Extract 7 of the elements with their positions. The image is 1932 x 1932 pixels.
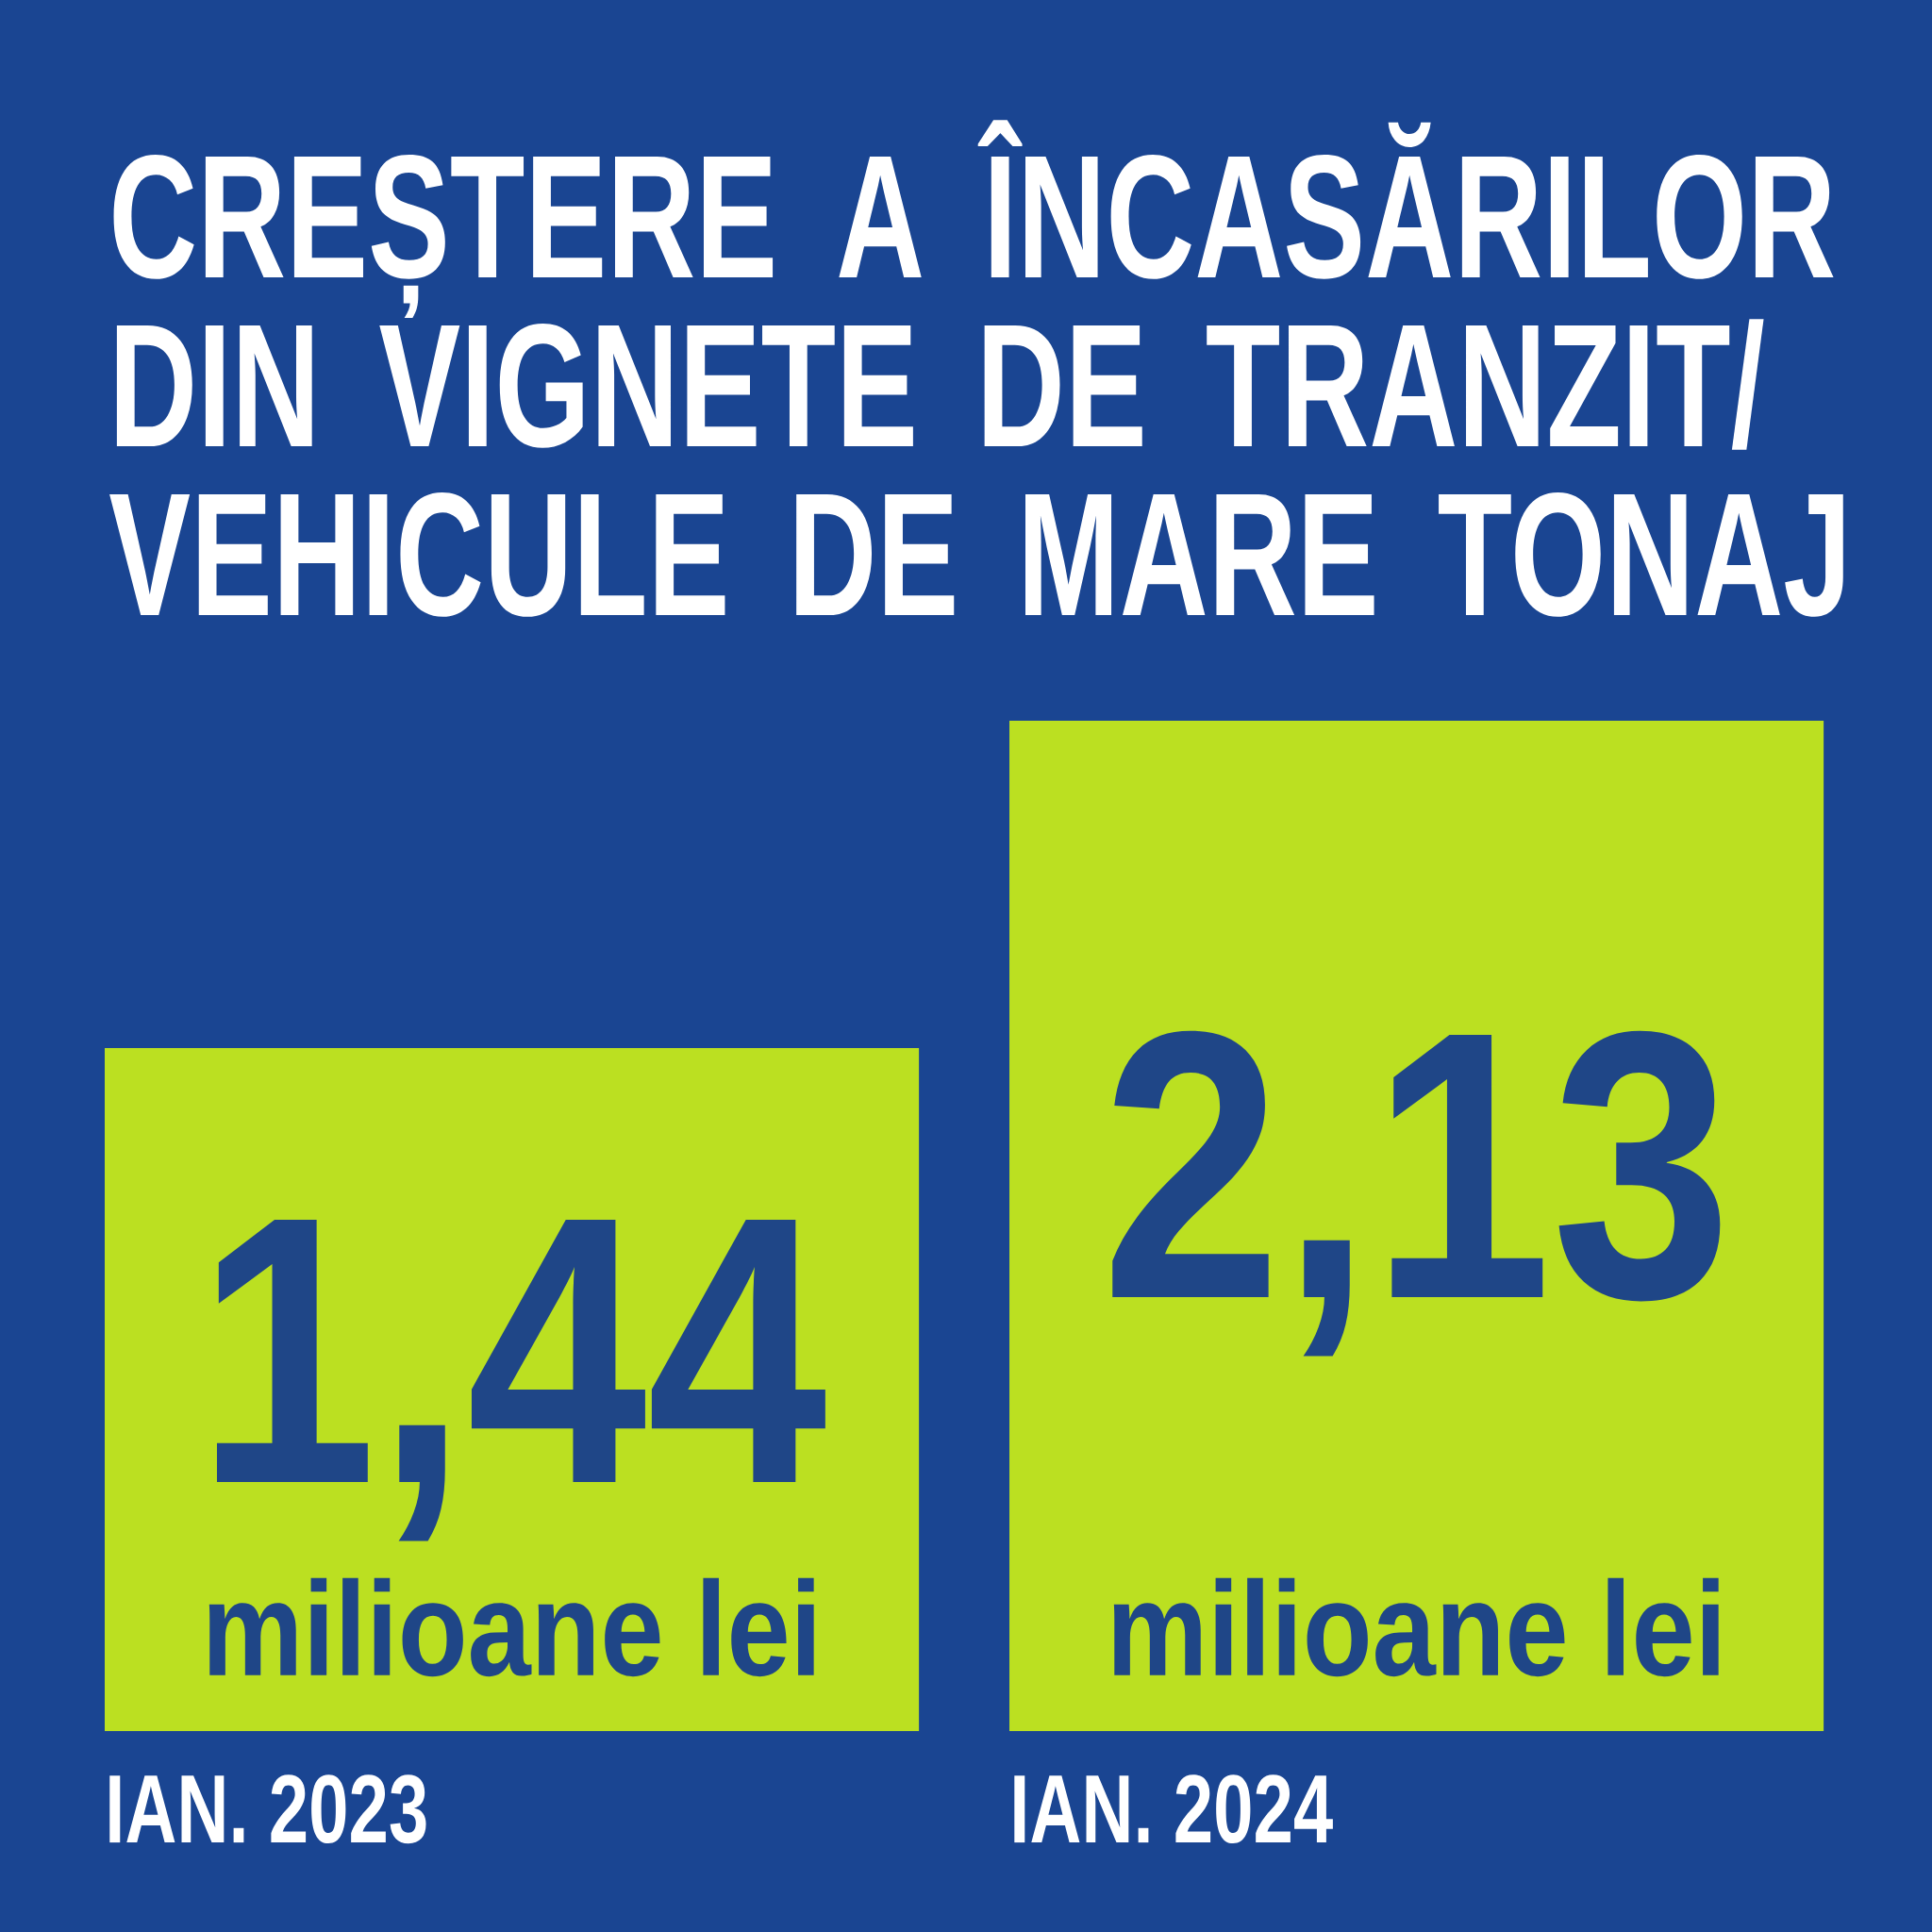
data-label: 1,44 bbox=[217, 1219, 825, 1541]
chart-title: CREȘTERE A ÎNCASĂRILOR DIN VIGNETE DE TRANZIT/ VEHICULE DE MARE TONAJ bbox=[109, 120, 1843, 617]
annotation: milioane lei bbox=[208, 1577, 814, 1677]
data-label: 2,13 bbox=[1112, 1030, 1721, 1357]
x-tick-label: IAN. 2023 bbox=[109, 1774, 426, 1844]
annotation: milioane lei bbox=[1113, 1577, 1719, 1677]
x-tick-label: IAN. 2024 bbox=[1014, 1774, 1333, 1844]
